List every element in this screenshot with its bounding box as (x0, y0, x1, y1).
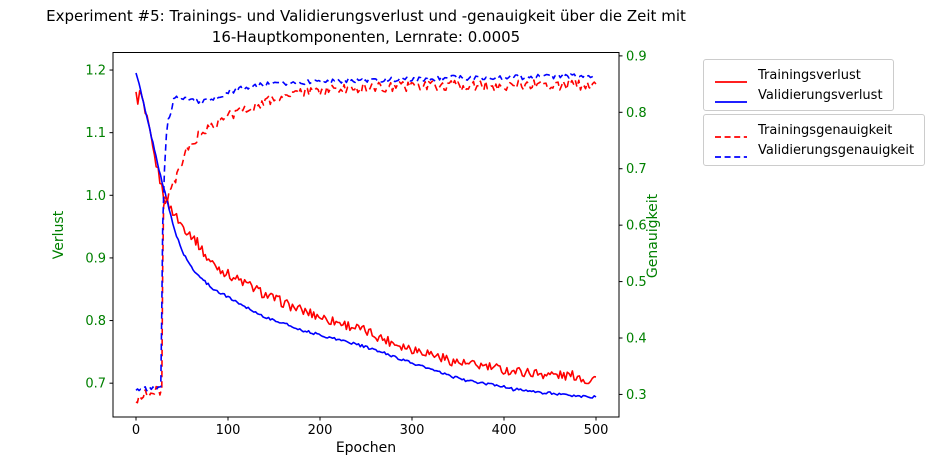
legend-item: Validierungsverlust (714, 85, 883, 105)
acc-tick-label: 0.4 (626, 332, 647, 347)
legend-item: Validierungsgenauigkeit (714, 140, 914, 160)
series-line-trainingsgenauigkeit (135, 79, 597, 404)
x-tick-label: 400 (492, 423, 517, 438)
legend-item: Trainingsgenauigkeit (714, 120, 914, 140)
legend-item-label: Validierungsverlust (758, 87, 883, 103)
legend-item-label: Trainingsverlust (758, 67, 861, 83)
legend-line-sample-trainingsgenauigkeit (714, 126, 748, 138)
legend-item-label: Trainingsgenauigkeit (758, 122, 893, 138)
loss-tick-label: 0.8 (85, 314, 106, 329)
legend-box-loss: Trainingsverlust Validierungsverlust (703, 59, 894, 111)
loss-tick-label: 0.9 (85, 251, 106, 266)
loss-tick-label: 1.0 (85, 189, 106, 204)
x-tick-label: 0 (132, 423, 140, 438)
legend-box-accuracy: Trainingsgenauigkeit Validierungsgenauig… (703, 114, 926, 166)
chart-title: Experiment #5: Trainings- und Validierun… (46, 7, 686, 46)
acc-tick-label: 0.6 (626, 219, 647, 234)
series-line-trainingsverlust (135, 90, 597, 385)
acc-tick-label: 0.3 (626, 388, 647, 403)
legend-line-sample-validierungsgenauigkeit (714, 146, 748, 158)
loss-tick-label: 0.7 (85, 377, 106, 392)
legend-item: Trainingsverlust (714, 65, 883, 85)
x-tick-label: 100 (216, 423, 241, 438)
acc-tick-label: 0.7 (626, 162, 647, 177)
x-tick-label: 200 (308, 423, 333, 438)
legend-line-sample-trainingsverlust (714, 71, 748, 83)
axes-frame (112, 52, 620, 418)
series-line-validierungsgenauigkeit (135, 73, 597, 392)
legend-line-sample-validierungsverlust (714, 91, 748, 103)
right-y-axis-label: Genauigkeit (645, 193, 661, 279)
x-axis-label: Epochen (335, 440, 397, 456)
x-tick-label: 300 (400, 423, 425, 438)
loss-tick-label: 1.1 (85, 126, 106, 141)
acc-tick-label: 0.8 (626, 106, 647, 121)
series-line-validierungsverlust (135, 72, 597, 399)
acc-tick-label: 0.5 (626, 275, 647, 290)
x-tick-label: 500 (584, 423, 609, 438)
acc-tick-label: 0.9 (626, 49, 647, 64)
loss-tick-label: 1.2 (85, 64, 106, 79)
legend-item-label: Validierungsgenauigkeit (758, 142, 915, 158)
left-y-axis-label: Verlust (51, 210, 67, 260)
